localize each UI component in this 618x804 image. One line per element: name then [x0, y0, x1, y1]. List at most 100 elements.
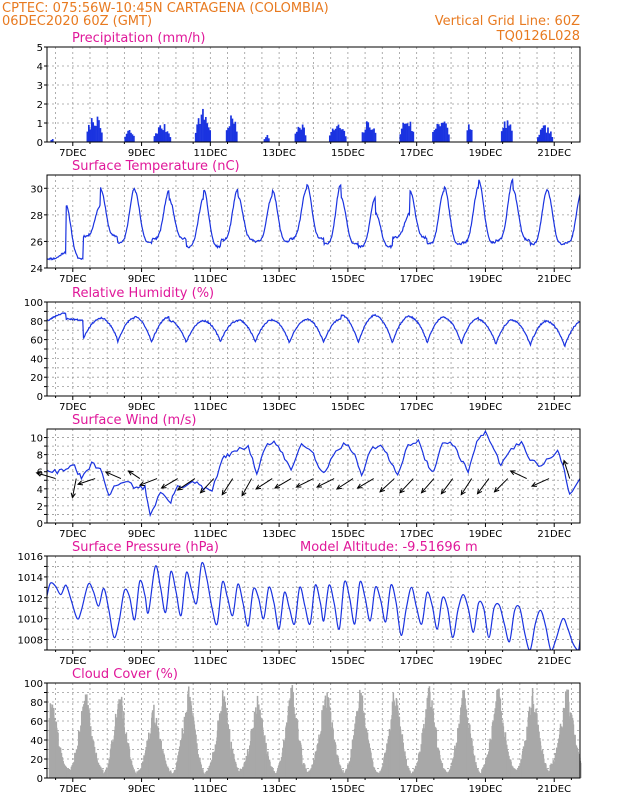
- cloud-bar: [308, 770, 310, 778]
- precip-bar: [155, 133, 157, 142]
- cloud-bar: [546, 768, 548, 778]
- x-tick-label: 13DEC: [262, 529, 296, 540]
- x-tick-label: 19DEC: [469, 656, 503, 667]
- precip-bar: [331, 128, 334, 142]
- x-tick-label: 15DEC: [331, 402, 365, 413]
- precip-bar: [337, 124, 340, 142]
- precip-bar: [374, 132, 377, 142]
- x-tick-label: 19DEC: [469, 784, 503, 795]
- cloud-bar: [60, 752, 63, 778]
- plot-frame: [46, 174, 581, 269]
- y-tick-label: 20: [30, 755, 43, 766]
- cloud-bar: [202, 769, 204, 778]
- x-tick-label: 9DEC: [128, 656, 155, 667]
- cloud-bar: [272, 770, 275, 778]
- precip-bar: [128, 130, 131, 142]
- wind-arrow-head: [530, 482, 537, 487]
- precip-bar: [367, 122, 370, 142]
- precip-bar: [165, 132, 167, 142]
- x-tick-label: 21DEC: [537, 148, 571, 159]
- precip-bar: [330, 131, 333, 142]
- y-tick-label: 28: [30, 211, 43, 222]
- precip-bar: [127, 130, 129, 142]
- precip-bar: [446, 127, 449, 142]
- y-tick-label: 1: [37, 119, 43, 130]
- cloud-bar: [138, 770, 141, 778]
- wind-arrow-head: [160, 483, 167, 489]
- y-tick-label: 80: [30, 317, 43, 328]
- cloud-bar: [452, 758, 454, 778]
- y-tick-label: 2: [37, 100, 43, 111]
- wind-arrow-shaft: [440, 478, 454, 495]
- precip-bar: [440, 122, 443, 142]
- wind-vector-arrow: [176, 478, 196, 491]
- wind-arrow-head: [440, 488, 447, 495]
- precip-bar: [334, 128, 337, 142]
- y-tick-label: 20: [30, 373, 43, 384]
- cloud-bar: [409, 771, 411, 778]
- precip-bar: [169, 137, 172, 142]
- x-tick-label: 7DEC: [59, 656, 86, 667]
- wind-arrow-head: [356, 483, 363, 489]
- precip-bar: [365, 121, 368, 142]
- wind-arrow-head: [127, 470, 134, 476]
- cloud-bar: [69, 769, 72, 778]
- wind-vector-arrow: [476, 478, 490, 495]
- cloud-bar: [203, 772, 205, 778]
- x-tick-label: 21DEC: [537, 402, 571, 413]
- x-tick-label: 11DEC: [193, 402, 227, 413]
- plot-frame: [46, 682, 581, 779]
- wind-arrow-head: [274, 483, 281, 489]
- precip-bar: [125, 133, 128, 142]
- precip-bar: [340, 129, 343, 142]
- x-tick-label: 13DEC: [262, 784, 296, 795]
- x-tick-label: 7DEC: [59, 148, 86, 159]
- panel-title: Surface Wind (m/s): [72, 413, 196, 428]
- cloud-bar: [265, 742, 267, 778]
- cloud-bar: [167, 768, 170, 778]
- precip-bar: [341, 129, 344, 142]
- precip-bar: [209, 130, 212, 142]
- cloud-bar: [238, 771, 241, 778]
- y-tick-label: 6: [37, 468, 43, 479]
- wind-arrow-head: [255, 484, 262, 490]
- precip-bar: [371, 129, 374, 142]
- cloud-bar: [414, 769, 416, 778]
- precip-bar: [538, 134, 541, 142]
- x-tick-label: 15DEC: [331, 529, 365, 540]
- precip-bar: [509, 124, 512, 142]
- panel-temp: 24 26 28 30 7DEC 9DEC 11DEC 13DEC 15DEC 17DEC 19DE…: [30, 159, 581, 285]
- precip-bar: [304, 135, 307, 142]
- precip-bar: [436, 123, 439, 142]
- precip-bar: [443, 121, 446, 142]
- y-tick-label: 0: [37, 392, 43, 403]
- precip-bar: [204, 116, 207, 142]
- wind-arrow-head: [241, 490, 247, 497]
- wind-arrow-shaft: [77, 478, 96, 485]
- precip-bar: [503, 121, 506, 142]
- cloud-bar: [205, 771, 207, 778]
- cloud-bar: [94, 755, 96, 778]
- precip-bar: [336, 126, 338, 142]
- cloud-bar: [440, 760, 442, 778]
- precip-bar: [168, 133, 170, 142]
- wind-arrow-head: [176, 485, 183, 491]
- wind-vector-arrow: [399, 478, 414, 494]
- x-tick-label: 11DEC: [193, 784, 227, 795]
- y-tick-label: 4: [37, 485, 43, 496]
- precip-bar: [297, 126, 300, 142]
- panel-title: Surface Temperature (nC): [72, 159, 240, 174]
- precip-bar: [197, 118, 200, 142]
- y-tick-label: 40: [30, 736, 43, 747]
- wind-arrow-shaft: [274, 478, 292, 489]
- x-tick-label: 13DEC: [262, 656, 296, 667]
- precip-bar: [511, 130, 513, 142]
- wind-arrow-head: [379, 487, 385, 493]
- panel-cloud: 0 20 40 60 80 100 7DEC 9DEC 11DEC 13DEC 15DEC 17DEC…: [24, 667, 582, 795]
- cloud-bar: [350, 749, 352, 778]
- x-tick-label: 21DEC: [537, 784, 571, 795]
- precip-bar: [300, 129, 303, 142]
- precip-bar: [445, 123, 447, 142]
- precip-bar: [199, 123, 201, 142]
